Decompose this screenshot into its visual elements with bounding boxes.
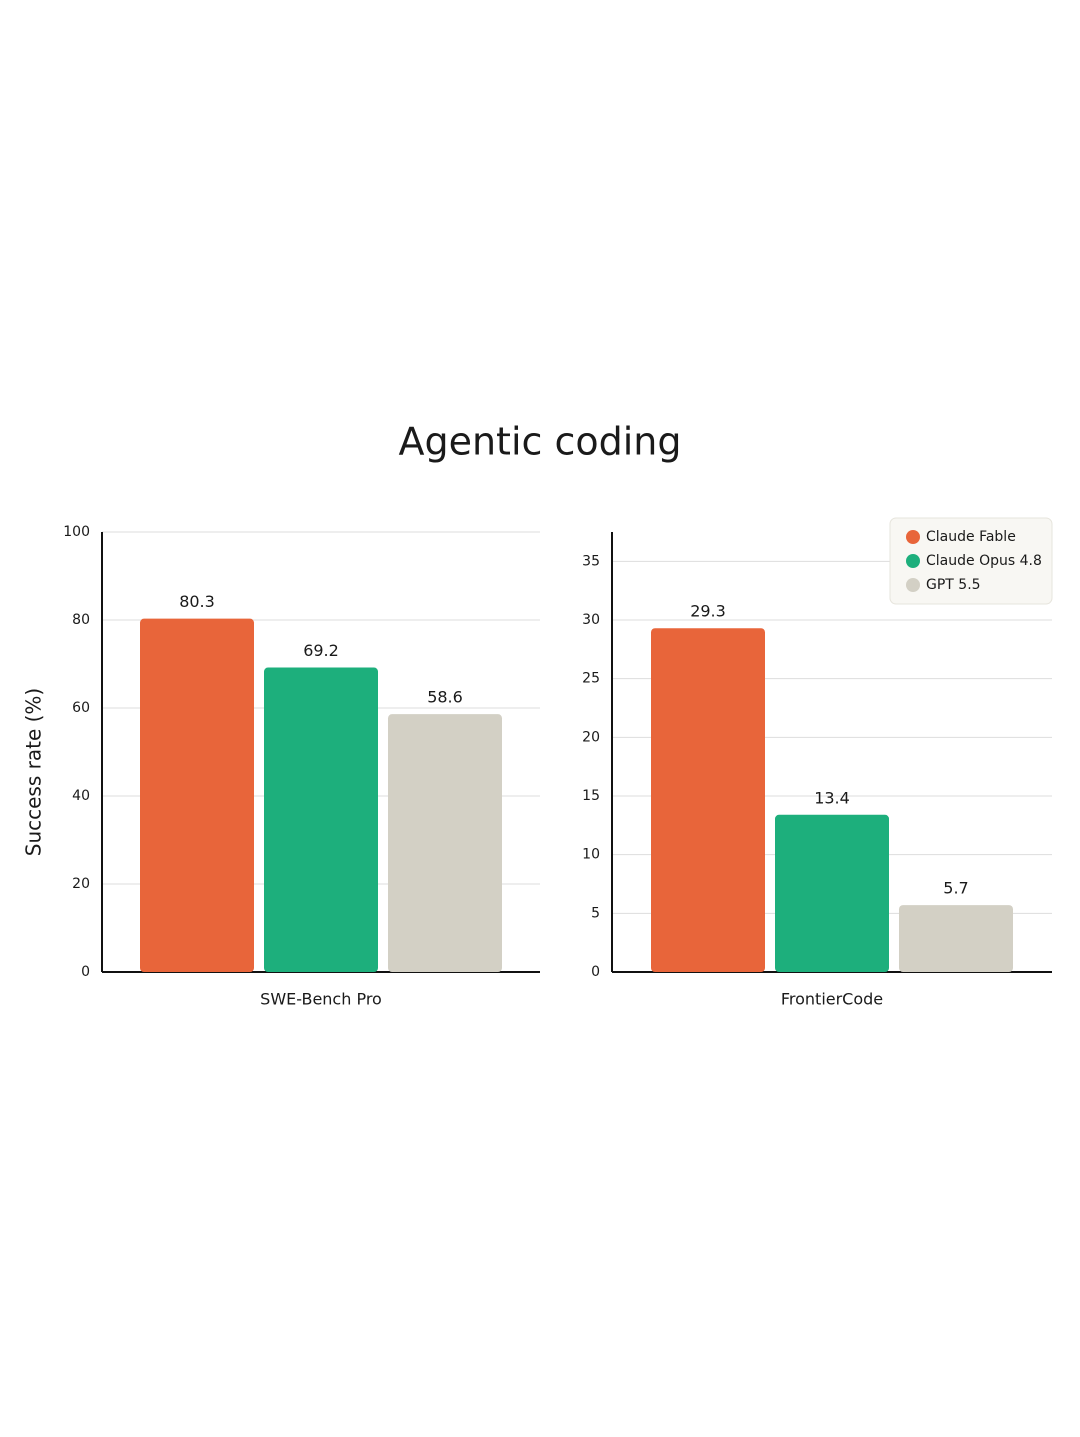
y-tick-label: 100	[63, 524, 90, 540]
bar	[264, 667, 378, 972]
value-label: 69.2	[303, 641, 339, 660]
x-tick-label: SWE-Bench Pro	[260, 990, 382, 1009]
bar	[899, 905, 1013, 972]
bar	[775, 814, 889, 972]
y-tick-label: 20	[582, 729, 600, 745]
y-tick-label: 5	[591, 905, 600, 921]
bar	[388, 714, 502, 972]
y-tick-label: 10	[582, 847, 600, 863]
y-axis-label: Success rate (%)	[22, 688, 46, 856]
legend-swatch	[906, 554, 920, 568]
legend-box	[889, 517, 1053, 605]
y-tick-label: 35	[582, 553, 600, 569]
value-label: 13.4	[814, 788, 850, 807]
y-tick-label: 0	[591, 964, 600, 980]
legend-label: Claude Fable	[926, 529, 1016, 545]
y-tick-label: 60	[72, 700, 90, 716]
y-tick-label: 20	[72, 876, 90, 892]
y-tick-label: 15	[582, 788, 600, 804]
legend-swatch	[906, 578, 920, 592]
x-tick-label: FrontierCode	[781, 990, 883, 1009]
y-tick-label: 25	[582, 671, 600, 687]
legend-label: GPT 5.5	[926, 577, 981, 593]
legend-label: Claude Opus 4.8	[926, 553, 1042, 569]
value-label: 58.6	[427, 688, 463, 707]
value-label: 80.3	[179, 592, 215, 611]
bar	[651, 628, 765, 972]
value-label: 5.7	[943, 879, 968, 898]
y-tick-label: 80	[72, 612, 90, 628]
y-tick-label: 40	[72, 788, 90, 804]
legend-swatch	[906, 530, 920, 544]
value-label: 29.3	[690, 602, 726, 621]
y-tick-label: 30	[582, 612, 600, 628]
figure-title: Agentic coding	[398, 420, 681, 464]
bar	[140, 618, 254, 972]
y-tick-label: 0	[81, 964, 90, 980]
